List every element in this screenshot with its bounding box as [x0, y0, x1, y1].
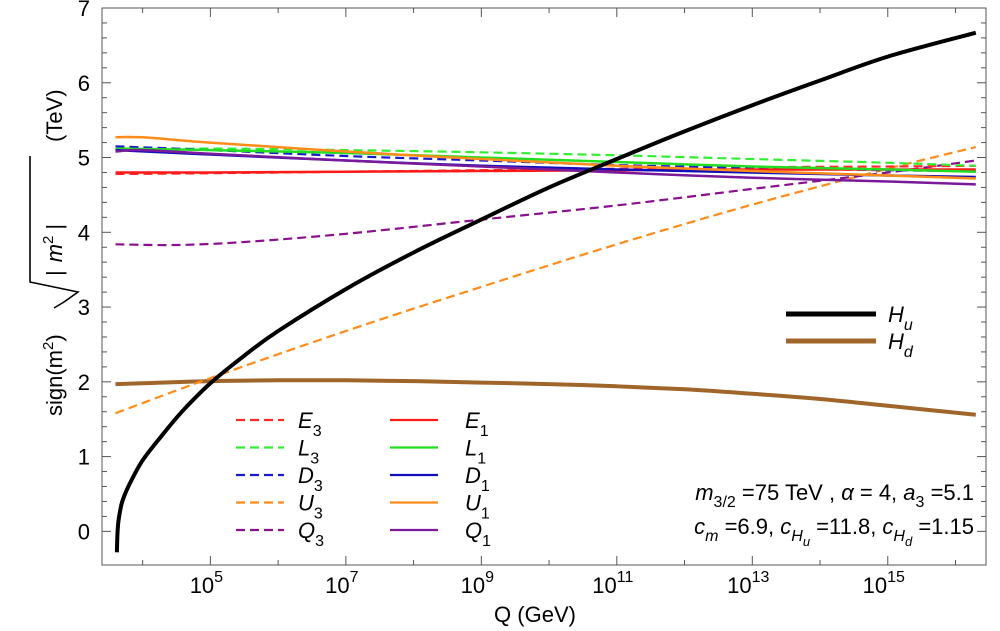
- legend-label-u1: U1: [465, 491, 490, 523]
- legend-label-q3: Q3: [298, 518, 324, 550]
- series-line-q3: [115, 159, 976, 247]
- y-label-sq1: 2: [40, 342, 57, 350]
- legend-label-l1: L1: [465, 436, 486, 468]
- series-line-u3: [115, 146, 977, 415]
- legend-label-d3: D3: [298, 463, 323, 495]
- series-line-q1: [115, 148, 976, 186]
- series-line-l3: [115, 147, 976, 167]
- x-axis-label: Q (GeV): [494, 602, 576, 627]
- sqrt-symbol: [29, 156, 80, 309]
- svg-text:|m2|: | m2 |: [40, 224, 67, 276]
- y-axis-label: sign(m2) |m2| (TeV): [29, 89, 80, 416]
- legend-label-l3: L3: [298, 436, 319, 468]
- y-tick-label-7: 7: [78, 0, 90, 21]
- series-line-e3: [115, 164, 976, 176]
- x-tick-label-5: 105: [190, 569, 223, 598]
- legend-label-d1: D1: [465, 463, 490, 495]
- parameter-annotation-line-2: cm =6.9, cHu =11.8, cHd =1.15: [694, 514, 974, 549]
- y-label-abs-left: |: [42, 270, 67, 276]
- x-tick-label-7: 107: [325, 569, 358, 598]
- y-tick-label-1: 1: [78, 445, 90, 470]
- y-label-abs-right: |: [42, 224, 67, 230]
- series-line-hd: [115, 378, 977, 417]
- y-tick-label-6: 6: [78, 71, 90, 96]
- y-tick-label-0: 0: [78, 519, 90, 544]
- svg-text:sign(m2): sign(m2): [40, 334, 67, 416]
- y-tick-label-5: 5: [78, 146, 90, 171]
- parameter-annotation-line-1: m3/2 =75 TeV , α = 4, a3 =5.1: [695, 480, 974, 511]
- legend-label-e1: E1: [465, 408, 489, 440]
- legend-label-hu: Hu: [888, 302, 913, 334]
- x-tick-label-9: 109: [461, 569, 494, 598]
- series-line-l1: [115, 147, 976, 173]
- axis-ticks: [102, 8, 986, 565]
- legend-label-e3: E3: [298, 408, 322, 440]
- y-label-close: ): [42, 334, 67, 341]
- plot-frame: [101, 7, 987, 566]
- y-tick-label-3: 3: [78, 295, 90, 320]
- y-label-sq2: 2: [40, 236, 57, 244]
- y-label-sign: sign(m: [42, 350, 67, 416]
- x-tick-label-11: 1011: [592, 569, 633, 598]
- y-label-m: m: [42, 244, 67, 262]
- x-tick-labels: 105 107 109 1011 1013 1015: [190, 569, 905, 598]
- y-tick-label-4: 4: [78, 220, 90, 245]
- x-tick-label-15: 1015: [863, 569, 905, 598]
- legend-label-q1: Q1: [465, 518, 491, 550]
- y-label-unit: (TeV): [42, 89, 67, 142]
- series-line-u1: [115, 135, 976, 180]
- series-layer: [114, 30, 977, 553]
- y-tick-labels: 0 1 2 3 4 5 6 7: [78, 0, 90, 544]
- series-line-hu: [114, 30, 977, 553]
- x-tick-label-13: 1013: [727, 569, 769, 598]
- legend-label-hd: Hd: [888, 329, 914, 361]
- y-tick-label-2: 2: [78, 370, 90, 395]
- legend-label-u3: U3: [298, 491, 323, 523]
